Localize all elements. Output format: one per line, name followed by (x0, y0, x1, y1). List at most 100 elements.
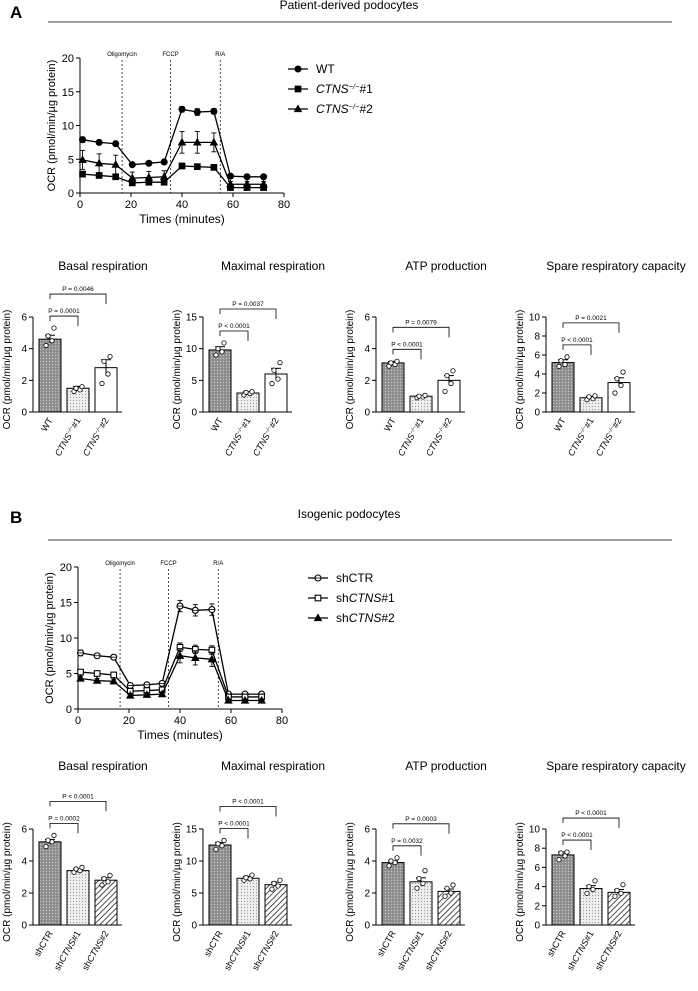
x-tick-label: 40 (174, 715, 186, 727)
category-label: shCTNS#1 (222, 929, 253, 972)
y-tick-label: 10 (529, 313, 541, 324)
significance-bracket: P < 0.0001 (219, 799, 277, 817)
bracket-line (392, 326, 450, 338)
category-label: CTNS−/−#2 (81, 416, 111, 458)
replicate-point (394, 855, 400, 861)
replicate-point (388, 858, 394, 864)
series-line (82, 108, 264, 178)
y-tick-label: 0 (364, 921, 370, 932)
data-point (95, 138, 103, 146)
data-point (193, 108, 201, 116)
x-tick-label: 20 (123, 715, 135, 727)
legend-label: CTNS−/−#1 (316, 82, 373, 97)
y-tick-label: 2 (534, 901, 540, 912)
data-point (210, 107, 218, 115)
replicate-point (107, 353, 113, 360)
category-label: CTNS−/−#2 (424, 416, 454, 458)
y-tick-label: 6 (534, 863, 540, 874)
significance-bracket: P < 0.0001 (561, 832, 593, 851)
replicate-point (556, 363, 562, 369)
y-axis-label: OCR (pmol/min/µg protein) (172, 310, 183, 430)
injection-label: R/A (213, 561, 223, 567)
bar-chart-title: Spare respiratory capacity (546, 759, 685, 773)
bar (579, 888, 603, 926)
bar-chart-1: Basal respiration 0 2 4 6 OCR (pmol/min/µg pr… (2, 759, 148, 972)
category-label: shCTNS#2 (250, 929, 281, 972)
data-point (93, 670, 101, 677)
y-axis-label: OCR (pmol/min/µg protein) (345, 310, 356, 430)
replicate-point (416, 393, 422, 399)
replicate-point (416, 875, 422, 882)
data-point (259, 179, 268, 188)
replicate-point (269, 380, 275, 387)
replicate-point (243, 875, 249, 881)
legend-marker (313, 613, 323, 622)
y-tick-label: 10 (529, 825, 541, 836)
bar-chart-3: ATP production 0 2 4 6 OCR (pmol/min/µg prote… (345, 259, 487, 458)
bar (381, 362, 405, 413)
bar-chart-title: Spare respiratory capacity (546, 259, 685, 273)
bar-chart-title: ATP production (405, 759, 487, 773)
data-point (193, 137, 202, 146)
data-point (177, 137, 187, 146)
replicate-point (73, 866, 79, 872)
replicate-point (249, 872, 255, 878)
p-value-label: P < 0.0001 (218, 323, 250, 330)
y-tick-label: 10 (60, 633, 72, 645)
p-value-label: P < 0.0001 (391, 341, 423, 348)
y-tick-label: 15 (186, 313, 198, 324)
p-value-label: P = 0.0021 (575, 315, 607, 322)
y-axis-label: OCR (pmol/min/µg protein) (2, 822, 13, 942)
y-tick-label: 10 (186, 344, 198, 355)
replicate-point (269, 886, 275, 892)
significance-bracket: P = 0.0021 (562, 315, 620, 333)
y-tick-label: 0 (191, 408, 197, 419)
replicate-point (213, 352, 219, 358)
x-axis-label: Times (minutes) (137, 728, 223, 742)
y-tick-label: 6 (364, 313, 370, 324)
significance-bracket: P = 0.0001 (48, 308, 80, 327)
y-tick-label: 5 (191, 376, 197, 387)
data-point (176, 602, 184, 610)
legend-label: CTNS−/−#2 (316, 102, 373, 117)
y-axis-label: OCR (pmol/min/µg protein) (515, 310, 526, 430)
replicate-point (221, 837, 227, 844)
data-point (95, 172, 103, 179)
bracket-line (219, 828, 249, 839)
p-value-label: P = 0.0032 (391, 838, 423, 845)
replicate-point (584, 890, 590, 896)
y-axis-label: OCR (pmol/min/µg protein) (515, 822, 526, 942)
data-point (160, 158, 168, 166)
legend-marker (314, 594, 322, 602)
data-point (78, 155, 87, 164)
data-point (159, 172, 169, 180)
replicate-point (101, 358, 107, 364)
timecourse-chart: 0 5 10 15 20 0 20 40 60 80 Times (minutes) OCR (pmo… (46, 52, 290, 226)
replicate-point (590, 886, 596, 893)
data-point (142, 690, 152, 698)
replicate-point (49, 338, 55, 344)
y-tick-label: 0 (534, 921, 540, 932)
data-point (224, 695, 233, 704)
legend-label: WT (316, 62, 335, 76)
bracket-line (392, 823, 450, 834)
data-point (209, 137, 219, 146)
bar-chart-title: Maximal respiration (221, 759, 325, 773)
data-point (110, 653, 118, 661)
replicate-point (556, 857, 562, 863)
data-point (193, 163, 201, 171)
bar (66, 870, 90, 926)
panel-letter: B (10, 508, 22, 527)
replicate-point (249, 389, 255, 395)
y-tick-label: 8 (534, 844, 540, 855)
bracket-line (219, 308, 277, 319)
replicate-point (558, 850, 564, 856)
data-point (112, 173, 120, 181)
replicate-point (450, 368, 456, 374)
y-axis-label: OCR (pmol/min/µg protein) (172, 822, 183, 942)
significance-bracket: P < 0.0001 (49, 793, 107, 812)
bracket-line (392, 845, 422, 856)
replicate-point (564, 849, 570, 855)
p-value-label: P = 0.0002 (48, 815, 80, 822)
